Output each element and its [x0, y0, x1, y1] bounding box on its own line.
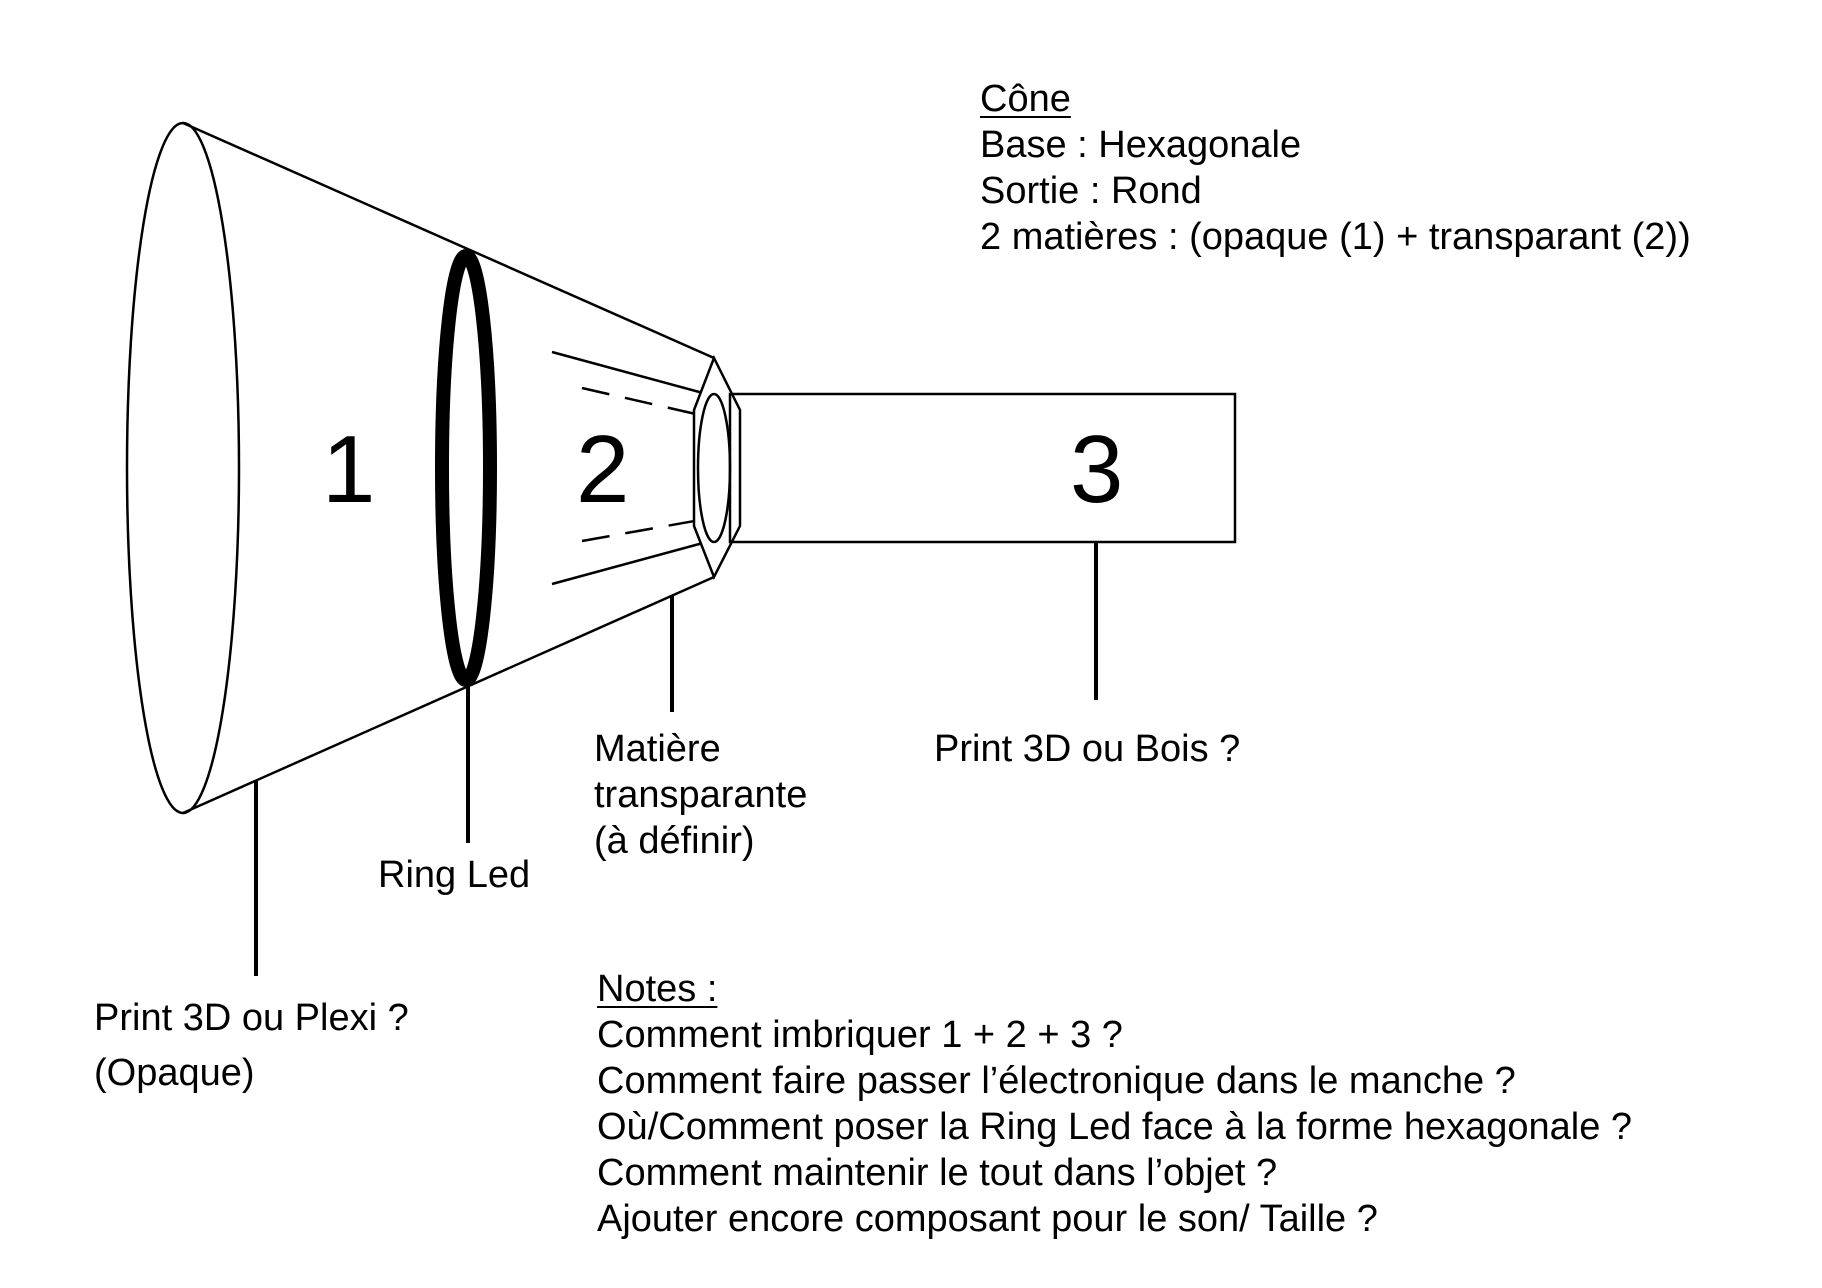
part-number-3: 3 [1070, 416, 1124, 523]
transparent-inner-bottom [551, 538, 715, 586]
label-transparent-material: Matière transparante (à définir) [594, 726, 807, 864]
cone-specs: Cône Base : Hexagonale Sortie : Rond 2 m… [980, 76, 1691, 260]
transparent-inner-top [551, 350, 715, 398]
cone-specs-materials: 2 matières : (opaque (1) + transparant (… [980, 216, 1691, 258]
notes-item: Comment imbriquer 1 + 2 + 3 ? [597, 1014, 1123, 1056]
label-cone-material-line1: Print 3D ou Plexi ? [94, 997, 409, 1039]
label-ring-led: Ring Led [378, 854, 531, 896]
part-number-1: 1 [322, 416, 376, 523]
label-transparent-line3: (à définir) [594, 820, 755, 862]
cone-bottom-edge [182, 575, 715, 815]
notes: Notes : Comment imbriquer 1 + 2 + 3 ? Co… [597, 966, 1632, 1242]
round-exit [696, 392, 732, 544]
ring-led-shape [435, 249, 497, 687]
cone-opening-ellipse [125, 121, 241, 815]
notes-item: Comment maintenir le tout dans l’objet ? [597, 1152, 1278, 1194]
notes-item: Où/Comment poser la Ring Led face à la f… [597, 1106, 1633, 1148]
cone-top-edge [182, 121, 715, 360]
label-transparent-line1: Matière [594, 728, 721, 770]
notes-item: Ajouter encore composant pour le son/ Ta… [597, 1198, 1378, 1240]
notes-title: Notes : [597, 968, 718, 1010]
label-handle-material: Print 3D ou Bois ? [934, 728, 1241, 770]
label-cone-material-line2: (Opaque) [94, 1052, 255, 1094]
cone-specs-title: Cône [980, 78, 1071, 120]
transparent-dashed-top [581, 386, 701, 417]
notes-item: Comment faire passer l’électronique dans… [597, 1060, 1516, 1102]
transparent-dashed-bottom [581, 518, 701, 543]
cone-specs-base: Base : Hexagonale [980, 124, 1302, 166]
cone-specs-sortie: Sortie : Rond [980, 170, 1202, 212]
part-number-2: 2 [576, 416, 630, 523]
label-transparent-line2: transparante [594, 774, 808, 816]
handle-rect [728, 392, 1237, 544]
